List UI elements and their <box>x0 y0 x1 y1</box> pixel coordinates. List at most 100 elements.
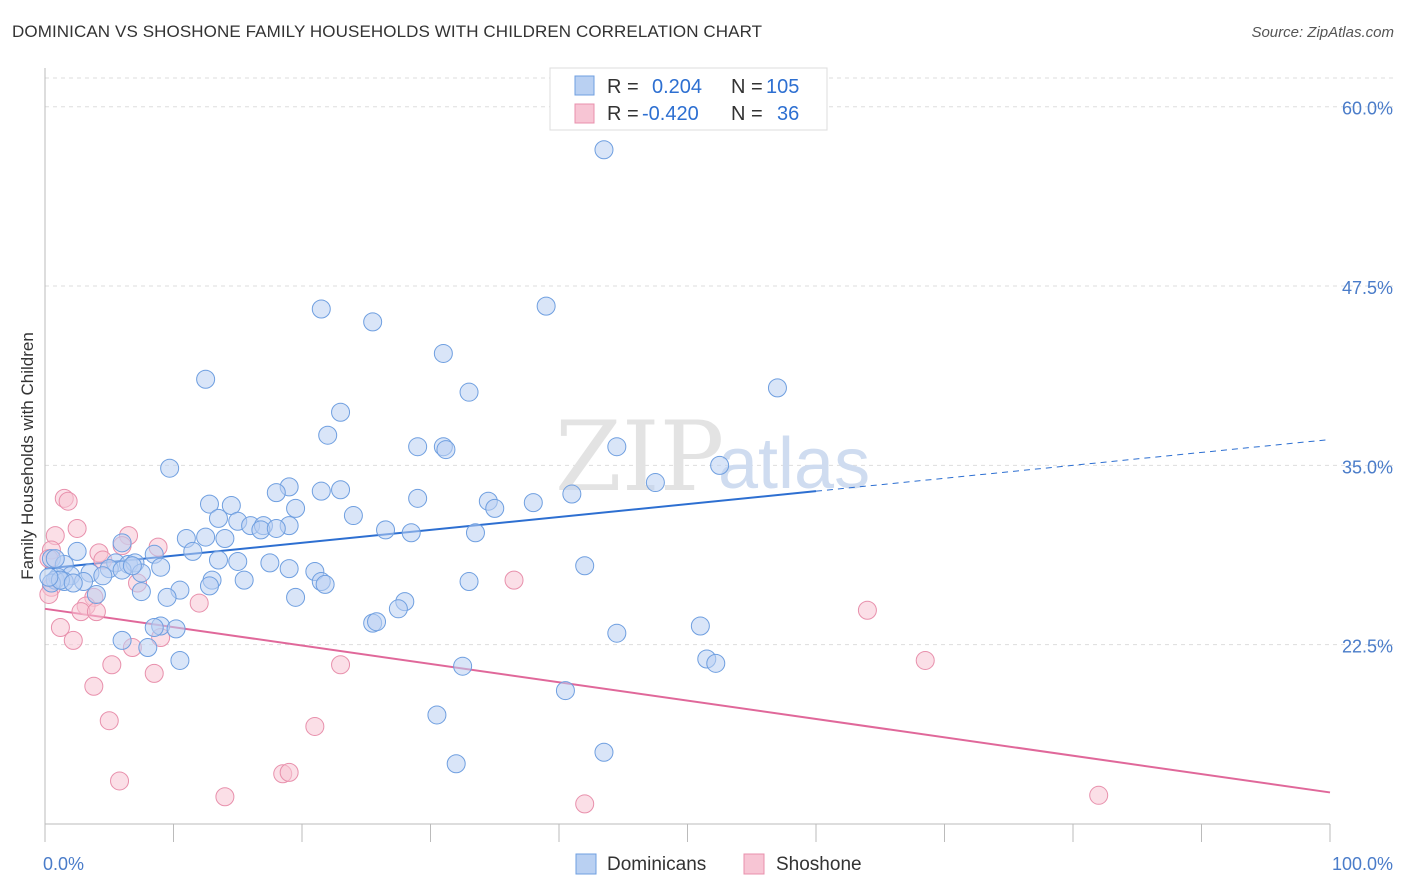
dominicans-point <box>318 425 338 445</box>
dominicans-point <box>39 567 59 587</box>
shoshone-point <box>305 716 325 736</box>
legend-n-value: 105 <box>766 76 799 98</box>
y-axis-label: Family Households with Children <box>18 332 37 580</box>
dominicans-point <box>343 506 363 526</box>
dominicans-point <box>199 576 219 596</box>
dominicans-point <box>122 556 142 576</box>
dominicans-point <box>376 520 396 540</box>
watermark-zip: ZIP <box>555 401 724 513</box>
dominicans-point <box>157 587 177 607</box>
legend-r-label: R = <box>607 103 639 125</box>
dominicans-point <box>388 599 408 619</box>
dominicans-point <box>401 523 421 543</box>
series-legend-shoshone: Shoshone <box>776 854 862 875</box>
dominicans-point <box>485 498 505 518</box>
legend-r-value: -0.420 <box>642 103 699 125</box>
dominicans-trend-extension <box>815 439 1331 492</box>
shoshone-point <box>189 593 209 613</box>
dominicans-trend-line <box>44 490 817 570</box>
dominicans-point <box>196 527 216 547</box>
series-legend-swatch-dominicans <box>575 853 597 875</box>
y-tick-label: 35.0% <box>1342 457 1393 477</box>
dominicans-point <box>536 296 556 316</box>
dominicans-point <box>234 570 254 590</box>
series-legend-dominicans: Dominicans <box>607 854 706 875</box>
shoshone-point <box>67 518 87 538</box>
chart-title: DOMINICAN VS SHOSHONE FAMILY HOUSEHOLDS … <box>12 22 763 41</box>
shoshone-point <box>63 630 83 650</box>
dominicans-points <box>39 140 787 774</box>
dominicans-point <box>367 612 387 632</box>
dominicans-point <box>315 574 335 594</box>
dominicans-point <box>151 557 171 577</box>
dominicans-point <box>170 650 190 670</box>
dominicans-point <box>408 437 428 457</box>
dominicans-point <box>215 529 235 549</box>
legend-swatch-dominicans <box>574 75 595 96</box>
shoshone-point <box>279 762 299 782</box>
dominicans-point <box>86 584 106 604</box>
y-tick-label: 22.5% <box>1342 637 1393 657</box>
dominicans-point <box>446 754 466 774</box>
x-tick-label: 100.0% <box>1332 854 1393 874</box>
dominicans-point <box>453 656 473 676</box>
shoshone-point <box>331 655 351 675</box>
dominicans-point <box>594 742 614 762</box>
y-tick-label: 47.5% <box>1342 278 1393 298</box>
dominicans-point <box>427 705 447 725</box>
dominicans-point <box>279 559 299 579</box>
dominicans-point <box>607 437 627 457</box>
legend-n-value: 36 <box>777 103 799 125</box>
shoshone-point <box>50 617 70 637</box>
dominicans-point <box>331 402 351 422</box>
shoshone-trend-line <box>44 607 1331 794</box>
legend-r-label: R = <box>607 76 639 98</box>
dominicans-point <box>645 473 665 493</box>
dominicans-point <box>607 623 627 643</box>
correlation-legend: R = 0.204 N = 105 R = -0.420 N = 36 <box>549 67 828 131</box>
series-legend-swatch-shoshone <box>743 853 765 875</box>
dominicans-point <box>465 523 485 543</box>
shoshone-point <box>504 570 524 590</box>
watermark-atlas: atlas <box>718 424 870 504</box>
dominicans-point <box>166 619 186 639</box>
dominicans-point <box>45 549 65 569</box>
shoshone-point <box>110 771 130 791</box>
shoshone-point <box>857 600 877 620</box>
shoshone-point <box>58 491 78 511</box>
trend-lines <box>44 439 1331 794</box>
dominicans-point <box>767 378 787 398</box>
dominicans-point <box>199 494 219 514</box>
dominicans-point <box>555 681 575 701</box>
dominicans-point <box>311 299 331 319</box>
dominicans-point <box>228 551 248 571</box>
dominicans-point <box>331 480 351 500</box>
x-tick-label: 0.0% <box>43 854 84 874</box>
dominicans-point <box>112 630 132 650</box>
dominicans-point <box>594 140 614 160</box>
dominicans-point <box>196 369 216 389</box>
shoshone-point <box>915 650 935 670</box>
dominicans-point <box>67 541 87 561</box>
dominicans-point <box>112 533 132 553</box>
dominicans-point <box>63 573 83 593</box>
shoshone-point <box>84 676 104 696</box>
y-tick-labels: 22.5% 35.0% 47.5% 60.0% <box>1342 99 1393 657</box>
x-tick-labels: 0.0% 100.0% <box>43 854 1393 874</box>
dominicans-point <box>706 653 726 673</box>
y-tick-label: 60.0% <box>1342 99 1393 119</box>
shoshone-point <box>1089 785 1109 805</box>
dominicans-point <box>183 541 203 561</box>
dominicans-point <box>208 508 228 528</box>
legend-r-value: 0.204 <box>652 76 702 98</box>
dominicans-point <box>160 458 180 478</box>
dominicans-point <box>208 550 228 570</box>
dominicans-point <box>286 587 306 607</box>
dominicans-point <box>93 566 113 586</box>
shoshone-point <box>86 602 106 622</box>
dominicans-point <box>710 455 730 475</box>
dominicans-point <box>690 616 710 636</box>
dominicans-point <box>266 483 286 503</box>
series-legend: Dominicans Shoshone <box>575 853 862 875</box>
